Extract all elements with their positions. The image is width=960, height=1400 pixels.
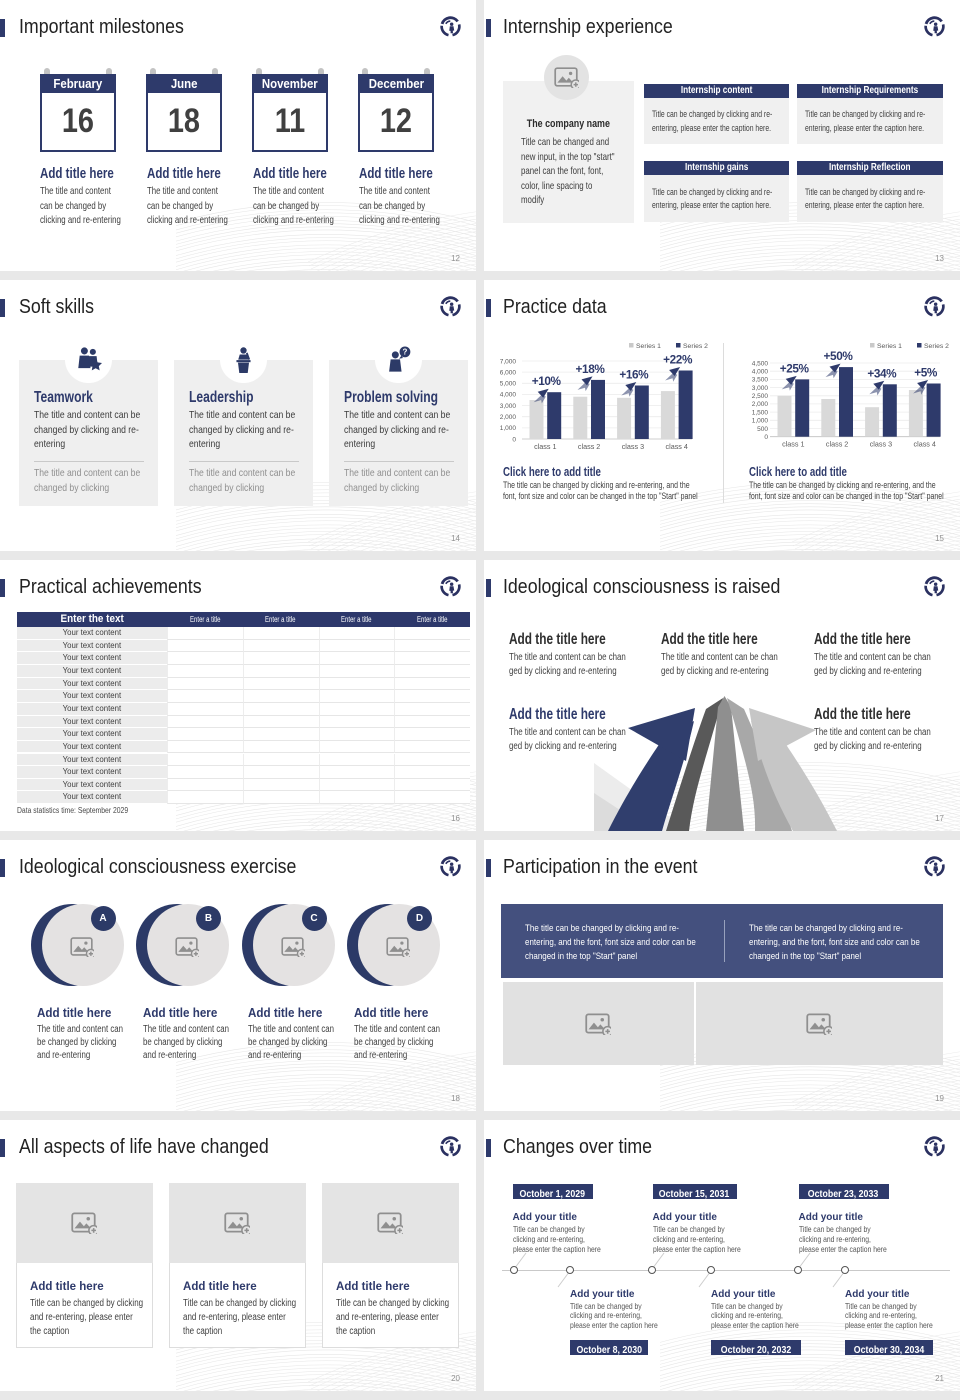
svg-text:+50%: +50% <box>824 349 854 363</box>
svg-text:+22%: +22% <box>663 353 693 367</box>
svg-text:1,000: 1,000 <box>752 418 769 425</box>
svg-text:Series 1: Series 1 <box>636 343 661 350</box>
svg-text:+10%: +10% <box>532 374 562 388</box>
svg-text:+16%: +16% <box>619 368 649 382</box>
svg-text:class 2: class 2 <box>826 440 848 449</box>
svg-text:?: ? <box>403 348 408 357</box>
svg-text:4,500: 4,500 <box>752 360 769 367</box>
svg-text:3,000: 3,000 <box>752 385 769 392</box>
svg-text:1,500: 1,500 <box>752 409 769 416</box>
svg-text:+5%: +5% <box>914 366 938 380</box>
svg-text:7,000: 7,000 <box>500 358 517 365</box>
svg-text:0: 0 <box>764 434 768 441</box>
svg-text:class 4: class 4 <box>914 440 936 449</box>
svg-text:1,000: 1,000 <box>500 425 517 432</box>
svg-text:2,000: 2,000 <box>752 401 769 408</box>
svg-text:Series 1: Series 1 <box>877 343 902 350</box>
svg-text:+18%: +18% <box>576 362 606 376</box>
svg-text:2,000: 2,000 <box>500 414 517 421</box>
svg-text:+34%: +34% <box>867 366 897 380</box>
svg-text:6,000: 6,000 <box>500 369 517 376</box>
svg-text:500: 500 <box>757 426 768 433</box>
svg-text:4,000: 4,000 <box>500 392 517 399</box>
svg-text:+25%: +25% <box>780 361 810 375</box>
svg-text:class 3: class 3 <box>870 440 892 449</box>
svg-text:class 1: class 1 <box>534 442 556 451</box>
svg-text:class 2: class 2 <box>578 442 600 451</box>
svg-text:3,500: 3,500 <box>752 377 769 384</box>
svg-text:Series 2: Series 2 <box>683 343 708 350</box>
svg-text:class 4: class 4 <box>666 442 688 451</box>
svg-text:class 1: class 1 <box>782 440 804 449</box>
svg-text:2,500: 2,500 <box>752 393 769 400</box>
svg-text:Series 2: Series 2 <box>924 343 949 350</box>
svg-text:class 3: class 3 <box>622 442 644 451</box>
svg-text:5,000: 5,000 <box>500 381 517 388</box>
svg-text:0: 0 <box>512 436 516 443</box>
svg-text:3,000: 3,000 <box>500 403 517 410</box>
svg-text:4,000: 4,000 <box>752 369 769 376</box>
